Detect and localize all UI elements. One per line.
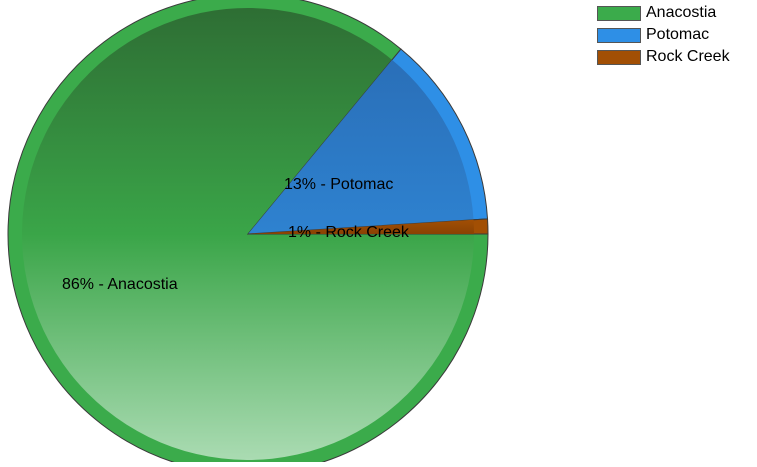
labels-layer: 86% - Anacostia 13% - Potomac 1% - Rock Cr…	[62, 176, 410, 293]
pie-slice-inner-rock-creek	[248, 219, 474, 234]
slice-label-potomac: 13% - Potomac	[284, 176, 393, 193]
legend: Anacostia Potomac Rock Creek	[597, 2, 730, 68]
legend-swatch-rock-creek	[597, 49, 641, 65]
slices-layer	[7, 0, 489, 467]
slice-label-anacostia: 86% - Anacostia	[62, 276, 178, 293]
legend-label-rock-creek: Rock Creek	[646, 48, 730, 65]
legend-swatch-anacostia	[597, 5, 641, 21]
legend-item-potomac: Potomac	[597, 24, 730, 46]
legend-swatch-potomac	[597, 27, 641, 43]
legend-label-potomac: Potomac	[646, 26, 710, 43]
slice-label-rock-creek: 1% - Rock Creek	[288, 224, 410, 241]
pie-slice-inner-potomac	[248, 59, 474, 234]
legend-label-anacostia: Anacostia	[646, 4, 717, 21]
legend-item-rock-creek: Rock Creek	[597, 46, 730, 68]
legend-item-anacostia: Anacostia	[597, 2, 730, 24]
